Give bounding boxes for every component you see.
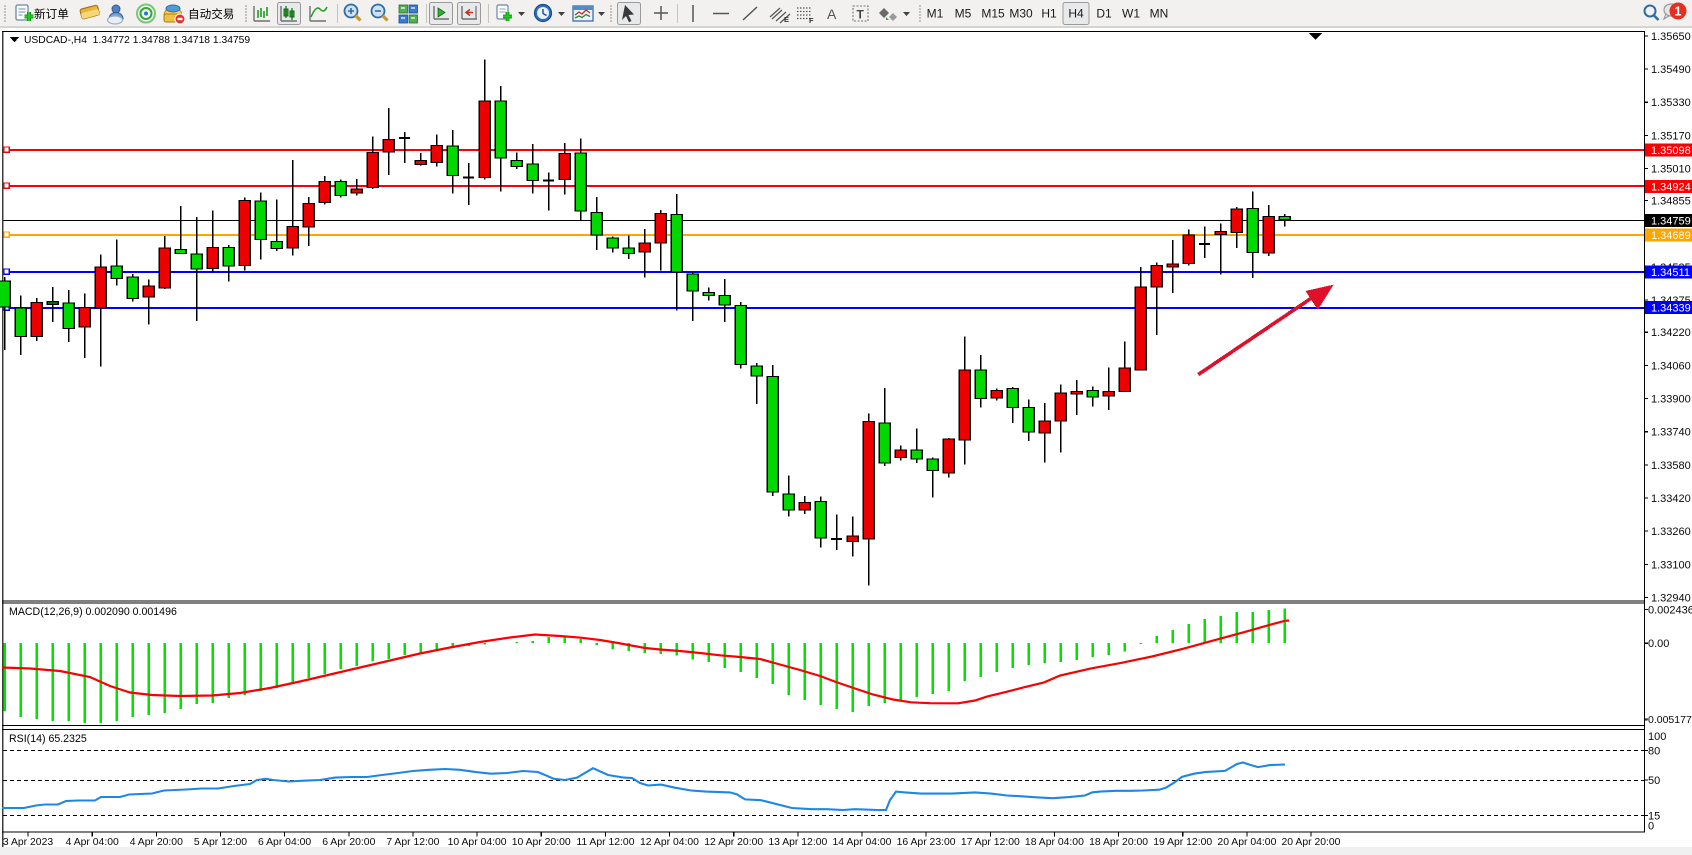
svg-text:1.34855: 1.34855	[1651, 196, 1691, 208]
svg-text:10 Apr 04:00: 10 Apr 04:00	[448, 837, 507, 848]
svg-text:1.34689: 1.34689	[1651, 230, 1691, 242]
svg-text:M30: M30	[1009, 7, 1033, 21]
svg-text:1.33420: 1.33420	[1651, 493, 1691, 505]
svg-text:RSI(14) 65.2325: RSI(14) 65.2325	[9, 733, 87, 745]
svg-text:18 Apr 20:00: 18 Apr 20:00	[1089, 837, 1148, 848]
svg-text:10 Apr 20:00: 10 Apr 20:00	[512, 837, 571, 848]
svg-text:6 Apr 20:00: 6 Apr 20:00	[322, 837, 375, 848]
svg-text:0.002436: 0.002436	[1648, 605, 1692, 617]
svg-text:MN: MN	[1150, 7, 1169, 21]
svg-text:M5: M5	[955, 7, 972, 21]
svg-text:USDCAD-,H4 1.34772 1.34788 1.: USDCAD-,H4 1.34772 1.34788 1.34718 1.347…	[24, 35, 250, 46]
svg-text:M1: M1	[927, 7, 944, 21]
svg-text:13 Apr 12:00: 13 Apr 12:00	[768, 837, 827, 848]
svg-text:1.34060: 1.34060	[1651, 360, 1691, 372]
svg-text:18 Apr 04:00: 18 Apr 04:00	[1025, 837, 1084, 848]
svg-text:1.35170: 1.35170	[1651, 130, 1691, 142]
svg-text:自动交易: 自动交易	[188, 7, 234, 21]
svg-text:0.00: 0.00	[1648, 638, 1669, 650]
svg-text:1: 1	[1675, 5, 1682, 19]
svg-text:12 Apr 04:00: 12 Apr 04:00	[640, 837, 699, 848]
svg-text:1.34339: 1.34339	[1651, 303, 1691, 315]
svg-text:5 Apr 12:00: 5 Apr 12:00	[194, 837, 247, 848]
svg-text:1.35490: 1.35490	[1651, 64, 1691, 76]
svg-text:15: 15	[1648, 811, 1660, 823]
svg-text:1.35650: 1.35650	[1651, 31, 1691, 43]
svg-text:17 Apr 12:00: 17 Apr 12:00	[961, 837, 1020, 848]
svg-text:1.33580: 1.33580	[1651, 460, 1691, 472]
svg-text:M15: M15	[981, 7, 1005, 21]
svg-text:1.34220: 1.34220	[1651, 327, 1691, 339]
svg-text:MACD(12,26,9) 0.002090 0.00149: MACD(12,26,9) 0.002090 0.001496	[9, 606, 177, 618]
svg-text:1.33740: 1.33740	[1651, 427, 1691, 439]
svg-text:6 Apr 04:00: 6 Apr 04:00	[258, 837, 311, 848]
svg-text:3 Apr 2023: 3 Apr 2023	[3, 837, 53, 848]
svg-text:E: E	[784, 15, 789, 24]
svg-text:1.35330: 1.35330	[1651, 97, 1691, 109]
svg-text:D1: D1	[1096, 7, 1112, 21]
svg-text:12 Apr 20:00: 12 Apr 20:00	[704, 837, 763, 848]
svg-text:F: F	[809, 16, 814, 25]
svg-text:1.35098: 1.35098	[1651, 145, 1691, 157]
svg-text:100: 100	[1648, 731, 1666, 743]
svg-text:1.33260: 1.33260	[1651, 526, 1691, 538]
svg-text:新订单: 新订单	[34, 7, 69, 21]
svg-text:50: 50	[1648, 775, 1660, 787]
svg-text:4 Apr 04:00: 4 Apr 04:00	[66, 837, 119, 848]
svg-text:20 Apr 20:00: 20 Apr 20:00	[1282, 837, 1341, 848]
svg-text:1.35010: 1.35010	[1651, 164, 1691, 176]
svg-text:H4: H4	[1068, 7, 1084, 21]
svg-text:4 Apr 20:00: 4 Apr 20:00	[130, 837, 183, 848]
svg-text:1.34759: 1.34759	[1651, 216, 1691, 228]
svg-text:16 Apr 23:00: 16 Apr 23:00	[897, 837, 956, 848]
svg-text:7 Apr 12:00: 7 Apr 12:00	[386, 837, 439, 848]
svg-text:T: T	[857, 8, 865, 22]
svg-text:1.34511: 1.34511	[1651, 267, 1690, 279]
svg-text:80: 80	[1648, 745, 1660, 757]
svg-text:20 Apr 04:00: 20 Apr 04:00	[1217, 837, 1276, 848]
svg-text:1.32940: 1.32940	[1651, 592, 1691, 604]
svg-text:A: A	[827, 6, 837, 22]
svg-text:W1: W1	[1122, 7, 1140, 21]
svg-text:1.33100: 1.33100	[1651, 559, 1691, 571]
svg-text:1.34924: 1.34924	[1651, 181, 1691, 193]
svg-text:1.33900: 1.33900	[1651, 394, 1691, 406]
svg-text:19 Apr 12:00: 19 Apr 12:00	[1153, 837, 1212, 848]
svg-text:14 Apr 04:00: 14 Apr 04:00	[833, 837, 892, 848]
svg-text:H1: H1	[1041, 7, 1057, 21]
svg-text:-0.005177: -0.005177	[1645, 714, 1692, 726]
svg-text:11 Apr 12:00: 11 Apr 12:00	[576, 837, 634, 848]
svg-text:0: 0	[1648, 821, 1654, 833]
